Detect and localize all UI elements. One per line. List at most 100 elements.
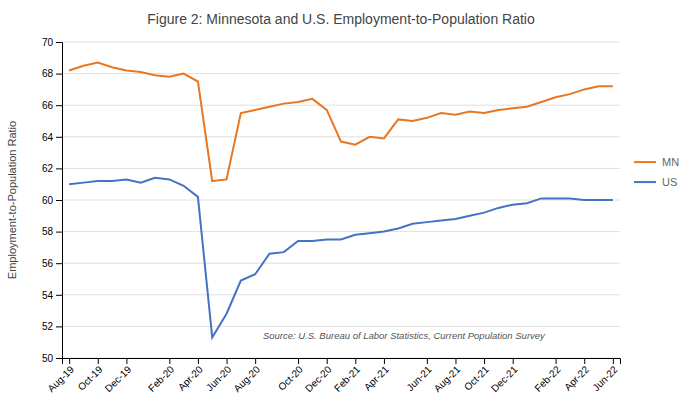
x-axis-line [63, 359, 621, 365]
x-tick-label: Jun-22 [590, 363, 620, 393]
x-tick-label: Oct-19 [76, 363, 105, 392]
legend-swatch [634, 161, 656, 163]
x-tick-mark [355, 358, 356, 364]
x-tick-label: Dec-19 [103, 363, 134, 394]
y-tick-label: 54 [42, 290, 54, 301]
x-tick-label: Apr-21 [362, 363, 391, 392]
legend-item: MN [634, 156, 679, 168]
lines [69, 63, 613, 338]
chart: 50 52 54 56 58 60 62 64 66 68 70 Aug-19Oct-19Dec-19… [0, 0, 700, 420]
grid-line [62, 105, 620, 106]
x-tick-mark [98, 358, 99, 364]
x-tick-label: Feb-20 [146, 363, 176, 393]
y-tick-label: 62 [42, 163, 54, 174]
x-tick-label: Feb-22 [532, 363, 562, 393]
y-tick-label: 60 [42, 195, 54, 206]
x-tick-mark [484, 358, 485, 364]
grid-line [62, 326, 620, 327]
series-line [69, 178, 613, 338]
y-tick: 70 [42, 37, 62, 48]
x-tick-mark [556, 358, 557, 364]
grid-line [62, 263, 620, 264]
y-tick: 60 [42, 195, 62, 206]
x-tick: Apr-20 [176, 358, 205, 393]
x-tick: Aug-19 [45, 358, 76, 394]
x-tick: Feb-20 [146, 358, 176, 394]
y-tick-label: 64 [42, 132, 54, 143]
x-tick-label: Oct-21 [462, 363, 491, 392]
y-axis: 50 52 54 56 58 60 62 64 66 68 70 [42, 37, 63, 364]
y-tick: 62 [42, 163, 62, 174]
y-tick-label: 70 [42, 37, 54, 48]
x-tick-label: Oct-20 [276, 363, 305, 392]
y-tick: 68 [42, 68, 62, 79]
grid-line [62, 231, 620, 232]
y-tick-mark [56, 105, 62, 106]
x-tick: Dec-21 [489, 358, 520, 394]
y-tick: 54 [42, 290, 62, 301]
annotation: Source: U.S. Bureau of Labor Statistics,… [263, 330, 546, 341]
y-tick-mark [56, 326, 62, 327]
x-tick: Apr-21 [362, 358, 391, 393]
y-tick-mark [56, 42, 62, 43]
x-tick-label: Apr-22 [562, 363, 591, 392]
x-tick-mark [169, 358, 170, 364]
y-tick-mark [56, 200, 62, 201]
y-tick-mark [56, 137, 62, 138]
y-tick-mark [56, 232, 62, 233]
y-tick: 50 [42, 353, 62, 364]
x-tick-mark [298, 358, 299, 364]
x-tick-mark [255, 358, 256, 364]
y-tick-label: 58 [42, 226, 54, 237]
x-tick-mark [198, 358, 199, 364]
y-tick-label: 68 [42, 68, 54, 79]
x-axis: Aug-19Oct-19Dec-19Feb-20Apr-20Jun-20Aug-… [45, 358, 620, 394]
x-tick-label: Aug-21 [432, 363, 463, 394]
x-tick-label: Aug-20 [231, 363, 262, 394]
x-tick: Feb-21 [332, 358, 362, 394]
y-tick-mark [56, 295, 62, 296]
y-tick-label: 56 [42, 258, 54, 269]
x-tick-label: Dec-20 [303, 363, 334, 394]
x-tick: Dec-20 [303, 358, 334, 394]
x-tick: Feb-22 [532, 358, 562, 394]
x-tick-mark [455, 358, 456, 364]
x-tick: Apr-22 [562, 358, 591, 393]
y-tick: 52 [42, 321, 62, 332]
x-tick-mark [584, 358, 585, 364]
x-tick-mark [384, 358, 385, 364]
grid-line [62, 168, 620, 169]
y-tick-mark [56, 358, 62, 359]
y-tick: 64 [42, 132, 62, 143]
x-tick-label: Apr-20 [176, 363, 205, 392]
series-line [69, 63, 613, 181]
y-tick-label: 52 [42, 321, 54, 332]
plot: 50 52 54 56 58 60 62 64 66 68 70 Aug-19Oct-19Dec-19… [42, 37, 621, 395]
x-tick-mark [513, 358, 514, 364]
x-tick-mark [327, 358, 328, 364]
x-tick: Aug-21 [432, 358, 463, 394]
x-tick: Jun-22 [590, 358, 620, 393]
y-tick-label: 50 [42, 353, 54, 364]
y-tick-mark [56, 168, 62, 169]
y-tick: 66 [42, 100, 62, 111]
y-tick-mark [56, 263, 62, 264]
legend-item: US [634, 176, 677, 188]
x-tick: Jun-20 [204, 358, 234, 393]
grid-line [62, 136, 620, 137]
x-tick-label: Dec-21 [489, 363, 520, 394]
legend-label: MN [662, 156, 679, 168]
legend-label: US [662, 176, 677, 188]
y-tick: 56 [42, 258, 62, 269]
x-tick: Oct-20 [276, 358, 305, 393]
legend: MN US [634, 156, 679, 188]
y-tick-label: 66 [42, 100, 54, 111]
x-tick-label: Feb-21 [332, 363, 362, 393]
title: Figure 2: Minnesota and U.S. Employment-… [147, 11, 535, 27]
x-tick: Dec-19 [103, 358, 134, 394]
y-axis-line [56, 43, 63, 359]
x-tick-mark [227, 358, 228, 364]
x-tick: Oct-21 [462, 358, 491, 393]
x-tick-label: Jun-21 [404, 363, 434, 393]
x-tick-mark [613, 358, 614, 364]
